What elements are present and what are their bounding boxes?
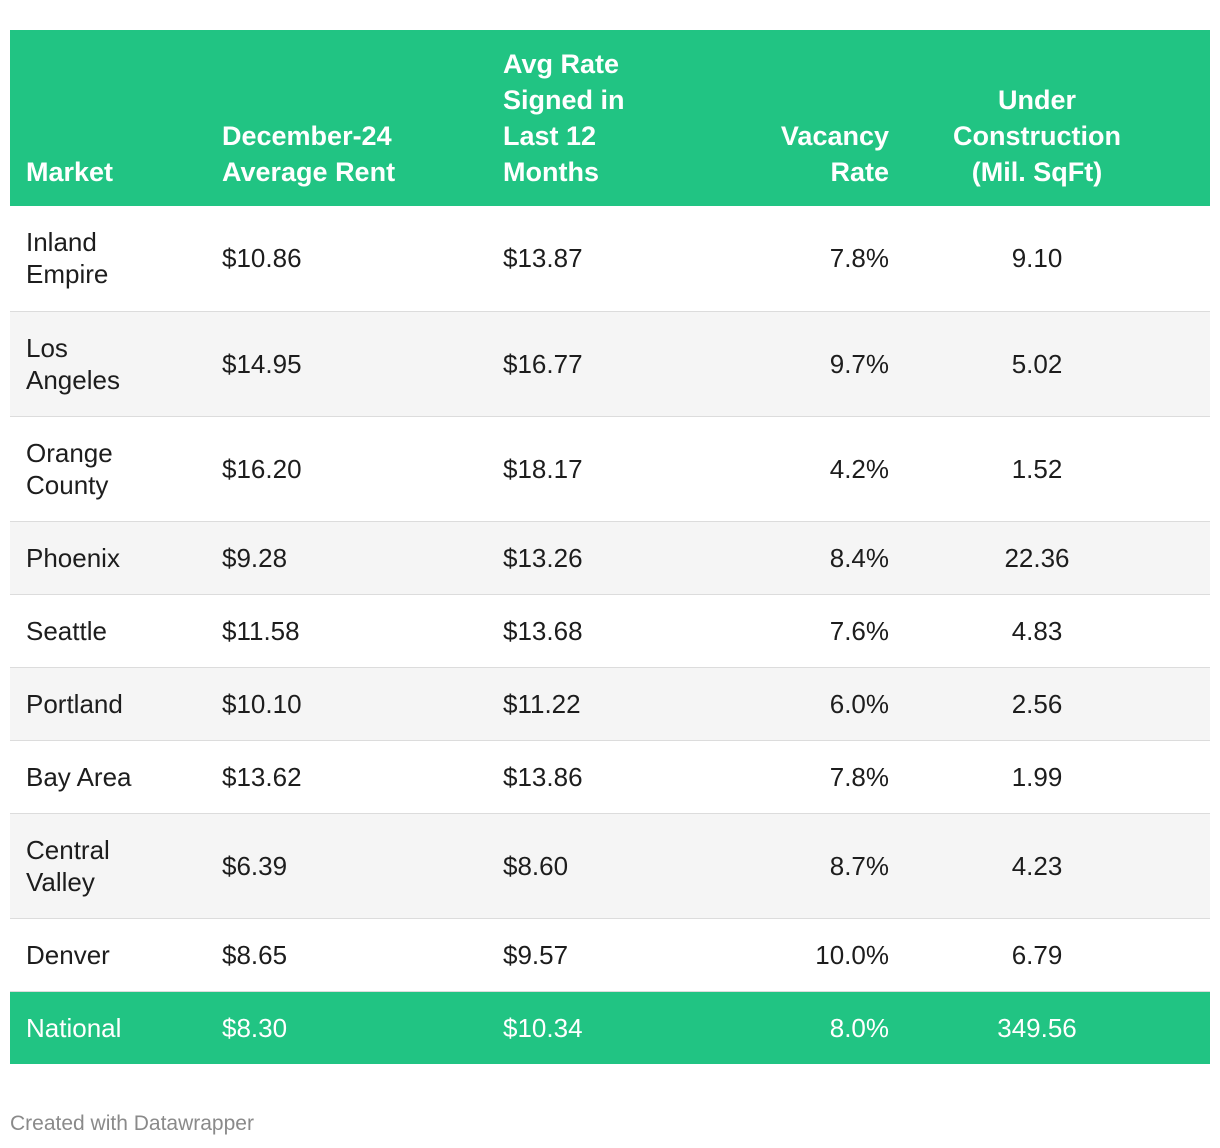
table-row: Bay Area $13.62 $13.86 7.8% 1.99 [10,740,1210,814]
cell-construction: 22.36 [900,521,1210,595]
cell-construction: 4.83 [900,594,1210,668]
market-name-line: Empire [26,259,109,290]
table-row: Orange County $16.20 $18.17 4.2% 1.52 [10,416,1210,522]
cell-rent: $8.65 [206,918,483,992]
cell-signed: $13.87 [483,206,710,312]
market-name-line: Angeles [26,364,120,395]
table-row: Portland $10.10 $11.22 6.0% 2.56 [10,667,1210,741]
market-name-line: Denver [26,939,110,970]
cell-construction: 1.99 [900,740,1210,814]
cell-market: Bay Area [10,740,206,814]
market-name-line: Central [26,834,110,865]
cell-rent: $13.62 [206,740,483,814]
cell-signed: $9.57 [483,918,710,992]
cell-vacancy: 7.6% [710,594,900,668]
cell-signed: $16.77 [483,311,710,417]
market-name-line: Valley [26,866,95,897]
cell-construction: 4.23 [900,813,1210,919]
market-name-line: Phoenix [26,542,120,573]
column-header-construction: Under Construction (Mil. SqFt) [900,30,1210,206]
column-header-line: Vacancy [780,121,889,151]
column-header-line: Months [503,157,599,187]
cell-vacancy: 8.7% [710,813,900,919]
national-cell-construction: 349.56 [997,1012,1077,1043]
national-cell-rent: $8.30 [222,1012,288,1043]
cell-vacancy: 4.2% [710,416,900,522]
cell-rent: $16.20 [206,416,483,522]
table-body: Inland Empire $10.86 $13.87 7.8% 9.10 Los Angel… [10,206,1210,1064]
cell-construction: 5.02 [900,311,1210,417]
cell-construction: 2.56 [900,667,1210,741]
national-cell-signed: $10.34 [503,1012,583,1043]
table-row: Central Valley $6.39 $8.60 8.7% 4.23 [10,813,1210,919]
cell-rent: $9.28 [206,521,483,595]
table-row: Phoenix $9.28 $13.26 8.4% 22.36 [10,521,1210,595]
cell-signed: $8.60 [483,813,710,919]
column-header-line: (Mil. SqFt) [971,157,1103,187]
column-header-signed: Avg Rate Signed in Last 12 Months [483,30,710,206]
cell-signed: $13.68 [483,594,710,668]
national-cell-vacancy: 8.0% [829,1012,889,1043]
table-row: Denver $8.65 $9.57 10.0% 6.79 [10,918,1210,992]
cell-rent: $6.39 [206,813,483,919]
column-header-line: Last 12 [503,121,597,151]
cell-market: Orange County [10,416,206,522]
cell-vacancy: 9.7% [710,311,900,417]
cell-rent: $14.95 [206,311,483,417]
column-header-line: Rate [830,157,889,187]
table-row: Inland Empire $10.86 $13.87 7.8% 9.10 [10,206,1210,312]
table-row: Los Angeles $14.95 $16.77 9.7% 5.02 [10,311,1210,417]
market-name-line: Portland [26,688,123,719]
market-name-line: County [26,469,109,500]
national-total-row: National $8.30 $10.34 8.0% 349.56 [10,991,1210,1064]
market-name-line: Bay Area [26,761,132,792]
column-header-line: Market [26,157,114,187]
market-name-line: Los [26,332,68,363]
column-header-line: December-24 [222,121,392,151]
cell-market: Portland [10,667,206,741]
data-table-container: Market December-24 Average Rent Avg Rate Sig… [10,30,1210,1064]
column-header-vacancy: Vacancy Rate [710,30,900,206]
header-row: Market December-24 Average Rent Avg Rate Sig… [10,30,1210,206]
cell-vacancy: 10.0% [710,918,900,992]
cell-vacancy: 7.8% [710,740,900,814]
credit-footer: Created with Datawrapper [10,1112,254,1135]
column-header-line: Signed in [503,85,625,115]
cell-construction: 1.52 [900,416,1210,522]
market-table: Market December-24 Average Rent Avg Rate Sig… [10,30,1210,1064]
national-cell-market: National [26,1012,122,1043]
column-header-market: Market [10,30,206,206]
cell-market: Phoenix [10,521,206,595]
cell-signed: $18.17 [483,416,710,522]
column-header-line: Construction [953,121,1121,151]
column-header-rent: December-24 Average Rent [206,30,483,206]
cell-rent: $10.86 [206,206,483,312]
cell-rent: $11.58 [206,594,483,668]
cell-signed: $13.86 [483,740,710,814]
market-name-line: Inland [26,227,97,258]
cell-signed: $11.22 [483,667,710,741]
cell-vacancy: 7.8% [710,206,900,312]
market-name-line: Orange [26,437,113,468]
column-header-line: Avg Rate [503,49,620,79]
cell-market: Los Angeles [10,311,206,417]
market-name-line: Seattle [26,615,107,646]
cell-market: Inland Empire [10,206,206,312]
cell-vacancy: 6.0% [710,667,900,741]
cell-market: Seattle [10,594,206,668]
cell-market: Central Valley [10,813,206,919]
table-row: Seattle $11.58 $13.68 7.6% 4.83 [10,594,1210,668]
cell-rent: $10.10 [206,667,483,741]
cell-construction: 6.79 [900,918,1210,992]
column-header-line: Under [997,85,1076,115]
cell-vacancy: 8.4% [710,521,900,595]
cell-market: Denver [10,918,206,992]
cell-construction: 9.10 [900,206,1210,312]
cell-signed: $13.26 [483,521,710,595]
column-header-line: Average Rent [222,157,396,187]
